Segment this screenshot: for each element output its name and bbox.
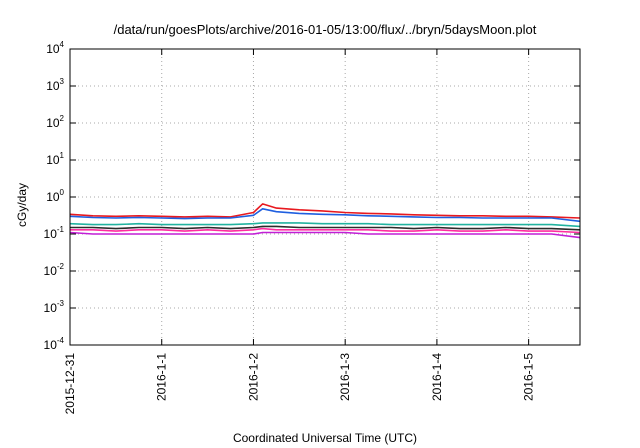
x-tick-label: 2015-12-31 — [63, 353, 77, 415]
y-tick-label: 10-2 — [44, 262, 65, 278]
series-layer — [69, 203, 581, 239]
series-line-4 — [70, 225, 581, 231]
x-axis-ticks: 2015-12-31 2016-1-1 2016-1-2 2016-1-3 2016-1… — [63, 49, 536, 414]
y-tick-label: 102 — [46, 114, 64, 130]
x-tick-label: 2016-1-4 — [430, 353, 444, 401]
y-tick-label: 10-4 — [44, 336, 65, 352]
y-axis-label: cGy/day — [15, 183, 29, 227]
grid-layer — [70, 49, 580, 345]
y-tick-label: 10-3 — [44, 299, 65, 315]
series-line-1 — [69, 203, 581, 219]
series-line-3 — [69, 222, 581, 228]
series-line-2 — [69, 208, 581, 223]
y-tick-label: 103 — [46, 77, 64, 93]
y-tick-label: 10-1 — [44, 225, 65, 241]
chart-title: /data/run/goesPlots/archive/2016-01-05/1… — [114, 22, 537, 37]
y-tick-label: 100 — [46, 188, 64, 204]
x-tick-label: 2016-1-1 — [155, 353, 169, 401]
y-axis-ticks: 10-4 10-3 10-2 10-1 100 101 102 103 104 — [44, 40, 580, 352]
series-line-6 — [69, 231, 581, 239]
y-tick-label: 104 — [46, 40, 64, 56]
y-tick-label: 101 — [46, 151, 64, 167]
x-tick-label: 2016-1-5 — [522, 353, 536, 401]
x-tick-label: 2016-1-3 — [338, 353, 352, 401]
series-line-5 — [70, 227, 581, 234]
x-axis-label: Coordinated Universal Time (UTC) — [233, 431, 417, 445]
x-tick-label: 2016-1-2 — [246, 353, 260, 401]
